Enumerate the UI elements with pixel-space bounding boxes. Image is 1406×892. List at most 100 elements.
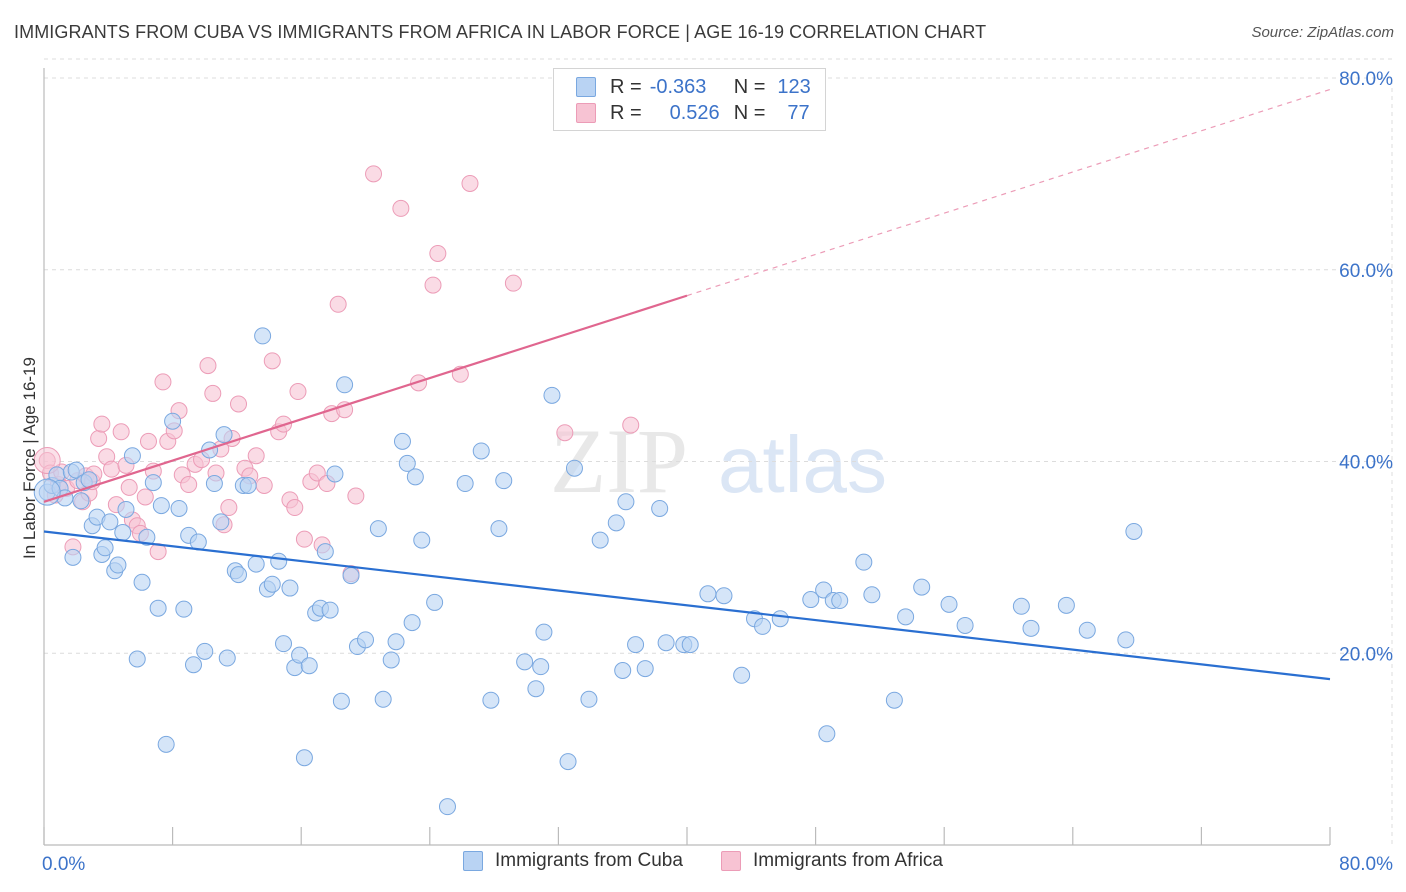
cuba-point <box>128 650 146 668</box>
cuba-point <box>495 472 513 490</box>
africa-point <box>112 423 130 441</box>
trendlines <box>43 88 1331 681</box>
r-label: R = <box>610 101 642 124</box>
cuba-point <box>472 442 490 460</box>
legend-label-cuba: Immigrants from Cuba <box>495 850 683 871</box>
cuba-point <box>1022 619 1040 637</box>
cuba-point <box>398 454 416 472</box>
cuba-point <box>382 651 400 669</box>
cuba-point <box>426 593 444 611</box>
cuba-point <box>651 499 669 517</box>
cuba-point <box>559 753 577 771</box>
africa-point <box>308 464 326 482</box>
cuba-point <box>535 623 553 641</box>
cuba-point <box>482 691 500 709</box>
cuba-point <box>715 587 733 605</box>
africa-point <box>286 499 304 517</box>
cuba-point <box>275 635 293 653</box>
cuba-point <box>357 631 374 649</box>
cuba-trendline <box>43 530 1331 681</box>
africa-n-value: 77 <box>787 101 810 124</box>
cuba-point <box>205 475 223 493</box>
series-legend: Immigrants from Cuba Immigrants from Afr… <box>0 850 1406 872</box>
cuba-point <box>239 476 257 494</box>
cuba-point <box>369 520 387 538</box>
y-tick-label: 40.0% <box>1339 453 1393 474</box>
africa-points <box>33 165 640 583</box>
africa-point <box>295 530 313 548</box>
cuba-point <box>681 636 699 654</box>
cuba-point <box>855 553 873 571</box>
cuba-point <box>215 426 233 444</box>
cuba-point <box>438 798 456 816</box>
cuba-point <box>580 690 598 708</box>
cuba-point <box>175 600 193 618</box>
cuba-n-value: 123 <box>777 75 811 98</box>
africa-point <box>139 432 157 450</box>
cuba-point <box>336 376 354 394</box>
cuba-point <box>64 548 82 566</box>
cuba-point <box>1117 631 1135 649</box>
cuba-point <box>170 499 188 517</box>
watermark-atlas: atlas <box>718 420 887 509</box>
cuba-point <box>387 633 405 651</box>
cuba-point <box>516 653 534 671</box>
chart-title: IMMIGRANTS FROM CUBA VS IMMIGRANTS FROM … <box>14 22 987 42</box>
cuba-point <box>733 666 751 684</box>
cuba-point <box>123 447 141 465</box>
cuba-point <box>897 608 915 626</box>
africa-point <box>93 415 111 433</box>
cuba-point <box>1078 621 1096 639</box>
cuba-point <box>295 749 313 767</box>
cuba-point <box>96 539 114 557</box>
cuba-point <box>300 657 318 675</box>
africa-point <box>289 383 307 401</box>
correlation-legend: R = -0.363 N = 123 R = 0.526 N = 77 <box>553 68 826 131</box>
legend-item-cuba: Immigrants from Cuba <box>463 850 683 872</box>
cuba-point <box>247 555 265 573</box>
cuba-point <box>114 523 132 541</box>
cuba-point <box>138 528 156 546</box>
africa-point <box>429 244 447 262</box>
cuba-point <box>699 585 717 603</box>
r-label: R = <box>610 75 642 98</box>
cuba-point <box>815 581 833 599</box>
cuba-point <box>754 617 772 635</box>
cuba-point <box>543 386 561 404</box>
cuba-points <box>33 327 1143 816</box>
cuba-point <box>321 601 339 619</box>
cuba-point <box>802 591 820 609</box>
cuba-point <box>490 520 508 538</box>
cuba-point <box>657 634 675 652</box>
africa-point <box>136 488 154 506</box>
cuba-point <box>1012 597 1030 615</box>
cuba-point <box>413 531 431 549</box>
cuba-point <box>885 691 903 709</box>
cuba-point <box>406 468 424 486</box>
africa-point <box>410 374 428 392</box>
n-label: N = <box>733 101 766 124</box>
cuba-point <box>1125 522 1143 540</box>
cuba-point <box>291 646 309 664</box>
cuba-point <box>263 575 281 593</box>
cuba-point <box>149 599 167 617</box>
y-tick-label: 80.0% <box>1339 69 1393 90</box>
africa-point <box>230 395 248 413</box>
cuba-point <box>393 432 411 450</box>
cuba-point <box>281 579 299 597</box>
cuba-point <box>196 642 214 660</box>
cuba-point <box>117 500 135 518</box>
cuba-point <box>818 725 836 743</box>
africa-point <box>347 487 365 505</box>
cuba-point <box>230 566 248 584</box>
cuba-point <box>157 735 175 753</box>
cuba-point <box>342 567 360 585</box>
cuba-point <box>67 461 85 479</box>
cuba-point <box>184 656 202 674</box>
cuba-r-value: -0.363 <box>649 75 707 98</box>
africa-point <box>263 352 281 370</box>
cuba-point <box>831 592 849 610</box>
n-label: N = <box>733 75 766 98</box>
africa-point <box>365 165 383 183</box>
